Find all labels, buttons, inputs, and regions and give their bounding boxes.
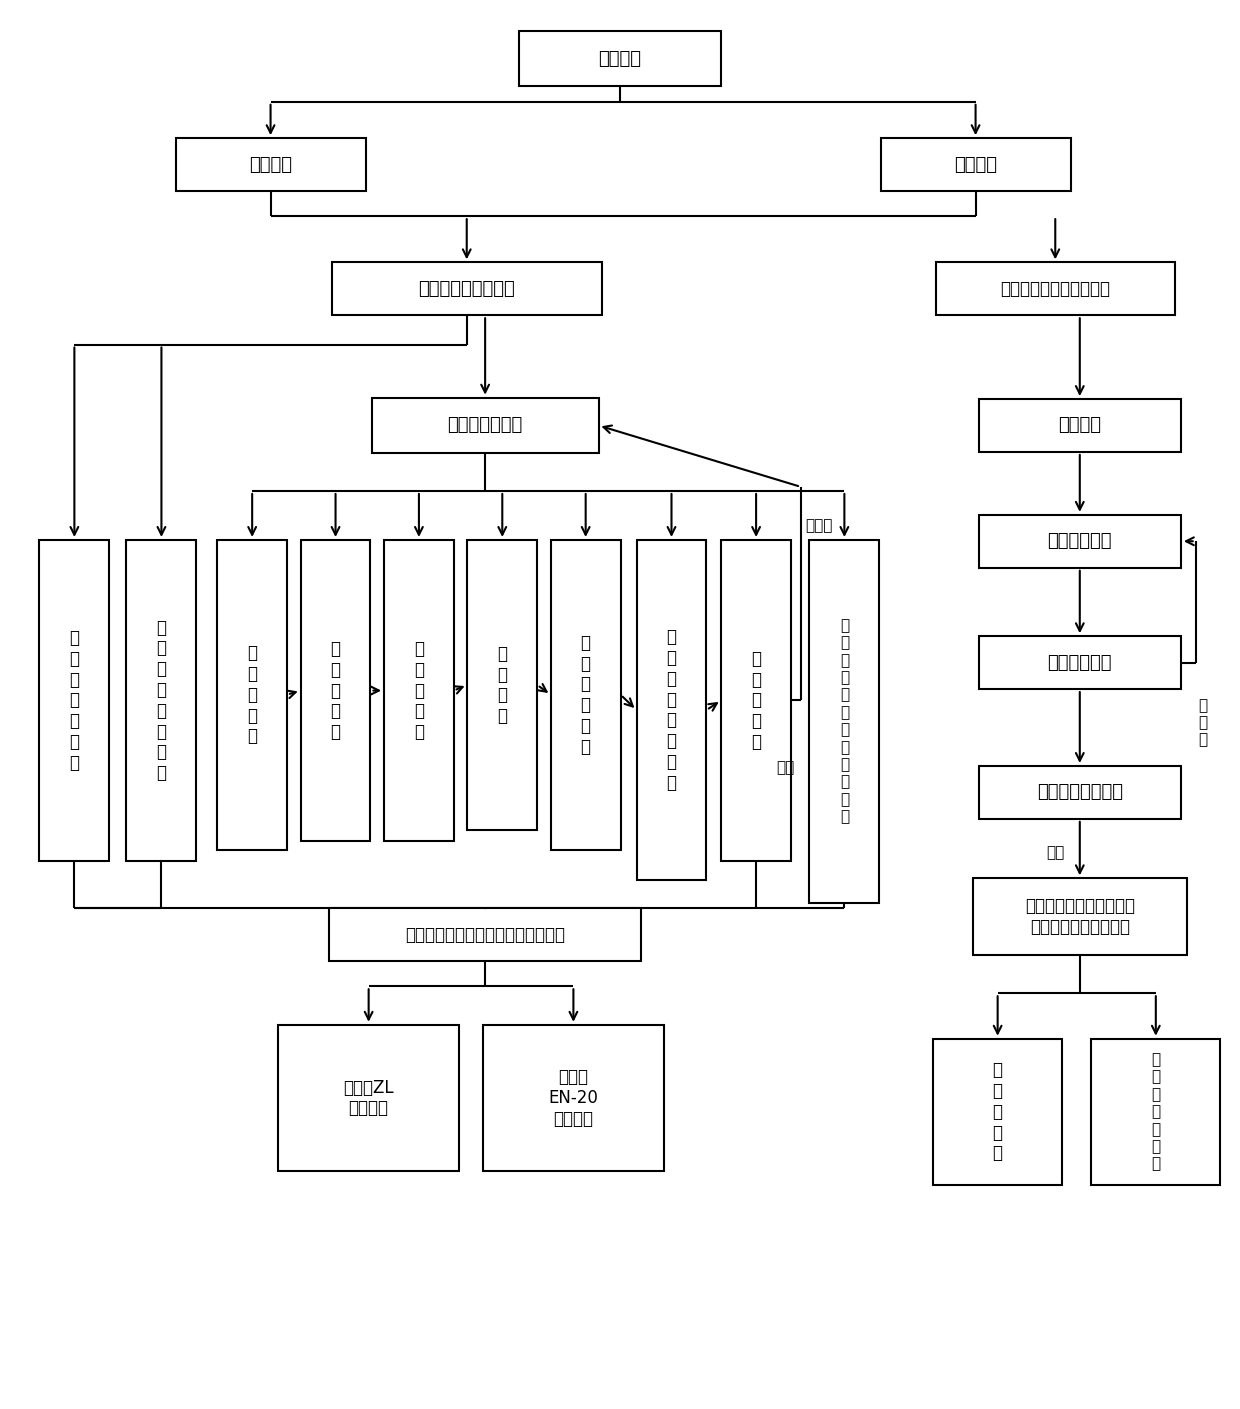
- Bar: [978, 514, 1180, 568]
- Text: 准备工作: 准备工作: [599, 49, 641, 68]
- Text: 不合格: 不合格: [805, 519, 832, 534]
- Bar: [972, 878, 1187, 955]
- Text: 合格: 合格: [1047, 845, 1064, 859]
- Text: 对
径
交
会
刻
点: 对 径 交 会 刻 点: [580, 634, 590, 755]
- Bar: [936, 262, 1174, 316]
- Bar: [810, 540, 879, 903]
- Bar: [126, 540, 196, 861]
- Bar: [978, 766, 1180, 819]
- Bar: [518, 31, 722, 86]
- Bar: [934, 1038, 1061, 1185]
- Text: 闭
合
环
检
测: 闭 合 环 检 测: [751, 650, 761, 751]
- Bar: [467, 540, 537, 830]
- Text: 垂
尺
导
入
法: 垂 尺 导 入 法: [993, 1061, 1003, 1162]
- Bar: [1091, 1038, 1220, 1185]
- Text: 井
口
控
制
向
投
点
联
测
同
地
面: 井 口 控 制 向 投 点 联 测 同 地 面: [839, 619, 849, 824]
- Bar: [332, 262, 601, 316]
- Text: 不
合
格: 不 合 格: [1198, 697, 1207, 748]
- Bar: [40, 540, 109, 861]
- Text: 合格: 合格: [776, 759, 795, 775]
- Text: 铅锤仪逆向投点: 铅锤仪逆向投点: [448, 417, 523, 434]
- Text: 基点引测: 基点引测: [1058, 417, 1101, 434]
- Bar: [482, 1024, 665, 1171]
- Text: 天底仪
EN-20
正向传递: 天底仪 EN-20 正向传递: [548, 1068, 599, 1127]
- Bar: [636, 540, 707, 881]
- Bar: [978, 399, 1180, 452]
- Text: 井
口
操
作
平
台
搭
设: 井 口 操 作 平 台 搭 设: [156, 619, 166, 782]
- Text: 仪器选择: 仪器选择: [249, 155, 293, 173]
- Bar: [384, 540, 454, 841]
- Text: 全站仪竖井高程逆向传递
同垂尺导入法比较测试: 全站仪竖井高程逆向传递 同垂尺导入法比较测试: [1024, 898, 1135, 936]
- Text: 高程逆向导入: 高程逆向导入: [1048, 654, 1112, 672]
- Bar: [722, 540, 791, 861]
- Text: 高
程
逆
向
导
入
法: 高 程 逆 向 导 入 法: [1151, 1053, 1161, 1171]
- Text: 铅
锤
仪
组
成: 铅 锤 仪 组 成: [247, 644, 257, 745]
- Bar: [217, 540, 288, 850]
- Bar: [278, 1024, 459, 1171]
- Bar: [300, 540, 371, 841]
- Bar: [176, 138, 366, 192]
- Text: 形
成
三
角
形
闭
合
环: 形 成 三 角 形 闭 合 环: [666, 628, 677, 792]
- Text: 仪器常数设置: 仪器常数设置: [1048, 533, 1112, 551]
- Bar: [329, 909, 641, 961]
- Text: 全站仪竖井高程逆向传递: 全站仪竖井高程逆向传递: [1001, 280, 1110, 297]
- Text: 天顶仪ZL
逆向传递: 天顶仪ZL 逆向传递: [343, 1078, 394, 1117]
- Text: 井
底
控
制
点
埋
设: 井 底 控 制 点 埋 设: [69, 628, 79, 772]
- Bar: [978, 635, 1180, 689]
- Bar: [372, 397, 599, 454]
- Text: 铅锤仪逆向投点同正向投点比较测试: 铅锤仪逆向投点同正向投点比较测试: [405, 926, 565, 944]
- Text: 仪器检校: 仪器检校: [954, 155, 997, 173]
- Text: 安
放
接
收
靶: 安 放 接 收 靶: [414, 640, 424, 741]
- Text: 高程导入精度检测: 高程导入精度检测: [1037, 783, 1122, 802]
- Text: 安
置
铅
锤
仪: 安 置 铅 锤 仪: [331, 640, 341, 741]
- Text: 对
径
投
点: 对 径 投 点: [497, 645, 507, 726]
- Text: 铅锤仪逆向传递投点: 铅锤仪逆向传递投点: [418, 280, 515, 297]
- Bar: [551, 540, 620, 850]
- Bar: [880, 138, 1070, 192]
